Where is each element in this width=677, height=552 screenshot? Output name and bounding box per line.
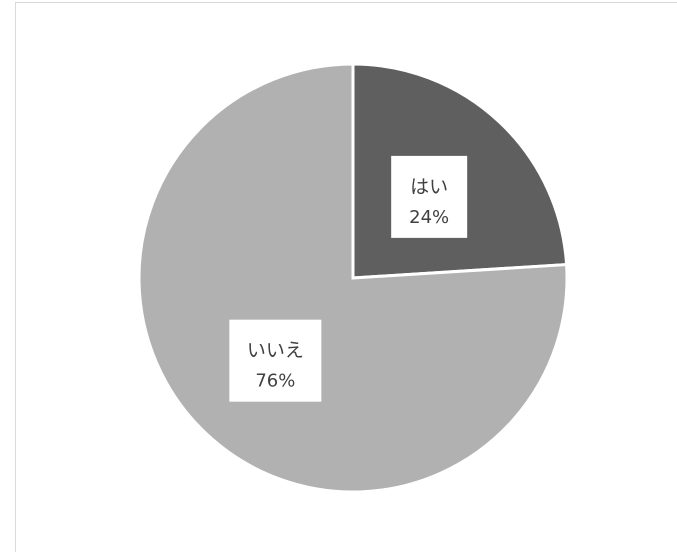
data-label-value: 76% xyxy=(255,371,295,392)
data-label-value: 24% xyxy=(409,207,449,228)
pie-labels: はい 24% いいえ 76% xyxy=(229,155,468,402)
data-label-box xyxy=(229,319,322,402)
data-label-1: はい 24% xyxy=(391,155,468,238)
data-label-2: いいえ 76% xyxy=(229,319,322,402)
data-label-category: いいえ xyxy=(247,340,304,362)
data-label-category: はい xyxy=(410,176,448,198)
pie-slices xyxy=(137,62,569,494)
data-label-box xyxy=(391,155,468,238)
